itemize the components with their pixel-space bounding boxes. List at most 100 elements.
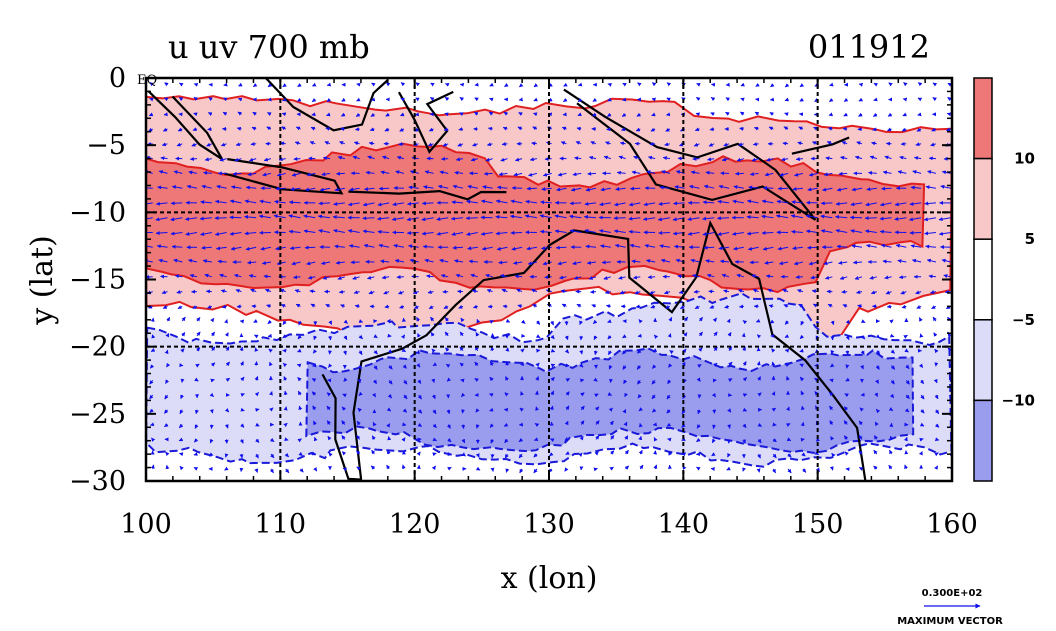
wind-vector xyxy=(334,187,345,192)
wind-vector xyxy=(560,289,567,294)
wind-vector xyxy=(794,172,804,177)
wind-vector xyxy=(905,364,910,370)
wind-vector xyxy=(230,246,242,251)
wind-vector xyxy=(592,97,598,102)
wind-vector xyxy=(495,199,508,204)
wind-vector xyxy=(157,185,168,190)
wind-vector xyxy=(865,202,877,207)
wind-vector xyxy=(592,319,598,325)
wind-vector xyxy=(651,97,657,102)
wind-vector xyxy=(860,365,864,370)
wind-vector xyxy=(766,157,774,162)
wind-vector xyxy=(526,186,537,191)
wind-vector xyxy=(909,230,922,235)
wind-vector xyxy=(737,289,744,293)
wind-vector xyxy=(707,157,715,162)
wind-vector xyxy=(779,172,789,177)
wind-vector xyxy=(322,156,331,161)
wind-vector xyxy=(424,258,434,263)
wind-vector xyxy=(535,334,541,339)
wind-vector xyxy=(179,452,184,457)
wind-vector xyxy=(459,331,464,337)
wind-vector xyxy=(593,350,598,356)
wind-vector xyxy=(781,157,789,162)
wind-vector xyxy=(146,258,153,263)
wind-vector xyxy=(662,156,670,161)
wind-vector xyxy=(660,258,671,263)
wind-vector xyxy=(283,406,288,411)
wind-vector xyxy=(214,232,227,236)
wind-vector xyxy=(839,276,848,280)
wind-vector xyxy=(297,82,302,88)
wind-vector xyxy=(415,97,420,102)
wind-vector xyxy=(742,346,746,351)
wind-vector xyxy=(155,231,168,236)
wind-vector xyxy=(664,290,671,295)
wind-vector xyxy=(792,246,803,251)
wind-vector xyxy=(692,156,700,161)
wind-vector xyxy=(282,334,287,339)
wind-vector xyxy=(317,214,331,219)
wind-vector xyxy=(934,348,939,354)
wind-vector xyxy=(234,273,242,278)
wind-vector xyxy=(222,111,228,116)
wind-vector xyxy=(869,275,877,280)
wind-vector xyxy=(807,187,818,192)
wind-vector xyxy=(430,82,435,87)
wind-vector xyxy=(875,408,881,414)
wind-vector xyxy=(889,333,895,338)
wind-vector xyxy=(245,246,257,251)
wind-vector xyxy=(875,350,881,355)
wind-vector xyxy=(622,82,627,87)
wind-vector xyxy=(528,172,538,177)
wind-vector xyxy=(593,377,598,382)
wind-vector xyxy=(628,216,641,221)
wind-vector xyxy=(225,346,230,351)
wind-vector xyxy=(770,83,775,88)
wind-vector xyxy=(428,127,434,132)
wind-vector xyxy=(490,454,495,459)
wind-vector xyxy=(195,363,200,368)
wind-vector xyxy=(845,350,850,355)
wind-vector xyxy=(926,258,937,263)
wind-vector xyxy=(533,97,538,102)
wind-vector xyxy=(533,112,538,117)
wind-vector xyxy=(395,170,405,175)
wind-vector xyxy=(381,275,390,280)
wind-vector xyxy=(245,185,257,190)
wind-vector xyxy=(510,214,523,219)
wind-vector xyxy=(199,216,212,221)
wind-vector xyxy=(742,377,748,382)
wind-vector xyxy=(648,155,656,160)
wind-vector xyxy=(472,142,478,147)
wind-vector xyxy=(421,201,434,206)
wind-vector xyxy=(776,199,789,204)
wind-vector xyxy=(651,379,656,385)
wind-vector xyxy=(882,170,892,175)
wind-vector xyxy=(637,82,642,87)
wind-vector xyxy=(166,316,171,322)
wind-vector xyxy=(371,82,376,87)
wind-vector xyxy=(689,184,700,189)
wind-vector xyxy=(865,229,877,234)
wind-vector xyxy=(173,170,183,175)
wind-vector xyxy=(445,83,450,87)
wind-vector xyxy=(606,112,612,117)
wind-vector xyxy=(683,316,689,322)
wind-vector xyxy=(949,377,952,383)
wind-vector xyxy=(733,185,744,190)
wind-vector xyxy=(533,83,539,88)
wind-vector xyxy=(702,200,715,205)
wind-vector xyxy=(445,347,450,352)
wind-vector xyxy=(666,82,672,87)
wind-vector xyxy=(474,377,479,382)
wind-vector xyxy=(254,376,259,381)
wind-vector xyxy=(406,217,419,222)
wind-vector xyxy=(761,214,774,219)
wind-vector xyxy=(782,141,789,146)
wind-vector xyxy=(572,261,582,266)
wind-vector xyxy=(799,363,804,368)
wind-vector xyxy=(298,320,303,326)
wind-vector xyxy=(613,229,626,234)
wind-vector xyxy=(276,261,286,266)
